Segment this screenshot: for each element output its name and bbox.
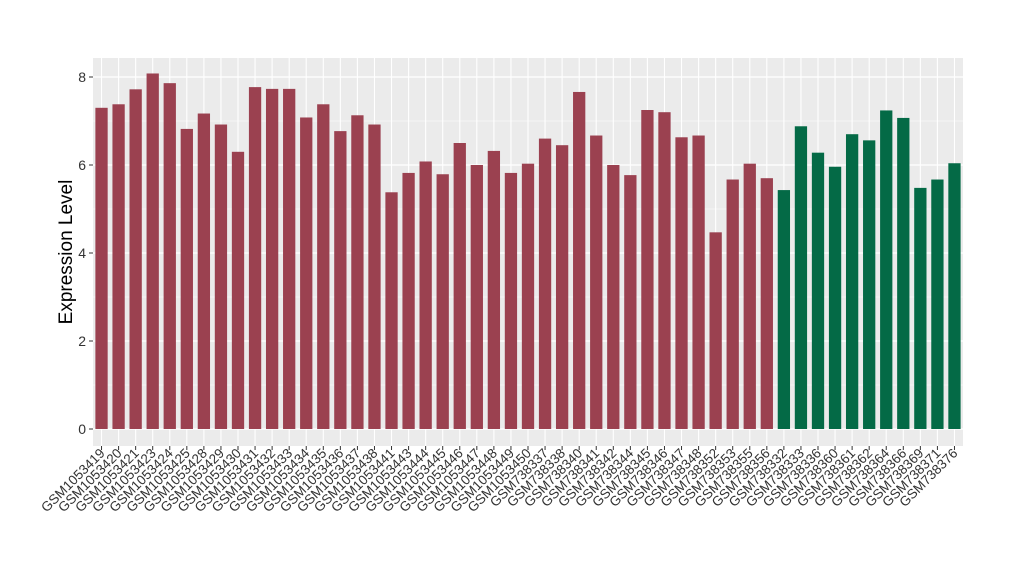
bar (709, 232, 722, 429)
bar (573, 91, 586, 430)
bar (436, 174, 449, 429)
bar (112, 104, 125, 429)
bar (95, 107, 108, 430)
bar (743, 163, 756, 429)
bar (948, 163, 961, 430)
bar (760, 178, 773, 429)
bar (590, 135, 603, 429)
bar (863, 140, 876, 430)
bar (897, 117, 910, 430)
bar (914, 187, 927, 429)
bar (726, 179, 739, 429)
y-tick-label: 2 (78, 333, 86, 349)
bars (95, 73, 961, 430)
y-tick-label: 8 (78, 69, 86, 85)
bar (624, 175, 637, 429)
y-axis-label: Expression Level (56, 180, 77, 325)
y-tick-label: 6 (78, 157, 86, 173)
bar (146, 73, 159, 429)
bar (283, 88, 296, 429)
bar (180, 128, 193, 430)
bar (692, 135, 705, 429)
bar (811, 152, 825, 429)
bar (453, 143, 466, 429)
bar (248, 87, 262, 430)
y-axis: 0 2 4 6 8 (78, 69, 93, 437)
x-axis: GSM1053419GSM1053420GSM1053421GSM1053423… (38, 445, 960, 515)
bar (470, 165, 483, 429)
bar (828, 166, 842, 429)
bar (402, 172, 415, 430)
bar (368, 124, 381, 430)
bar (265, 88, 279, 429)
bar (931, 179, 944, 429)
bar (641, 110, 654, 429)
bar (231, 151, 245, 430)
bar (504, 172, 518, 430)
bar (555, 145, 569, 429)
bar (317, 104, 330, 429)
bar (794, 126, 808, 429)
bar (538, 138, 552, 429)
bar (777, 190, 791, 429)
bar (129, 89, 142, 429)
bar (197, 113, 211, 430)
y-tick-label: 0 (78, 421, 86, 437)
bar (163, 83, 176, 429)
bar (334, 131, 347, 429)
y-tick-label: 4 (78, 245, 86, 261)
bar (487, 150, 501, 430)
bar (300, 117, 313, 429)
bar (845, 134, 859, 429)
bar (351, 115, 364, 429)
bar (385, 192, 398, 429)
bar (658, 112, 671, 429)
bar (214, 124, 228, 430)
bar (521, 163, 535, 429)
bar (607, 165, 620, 429)
bar (675, 137, 688, 429)
bar (419, 161, 432, 430)
bar (880, 110, 893, 429)
